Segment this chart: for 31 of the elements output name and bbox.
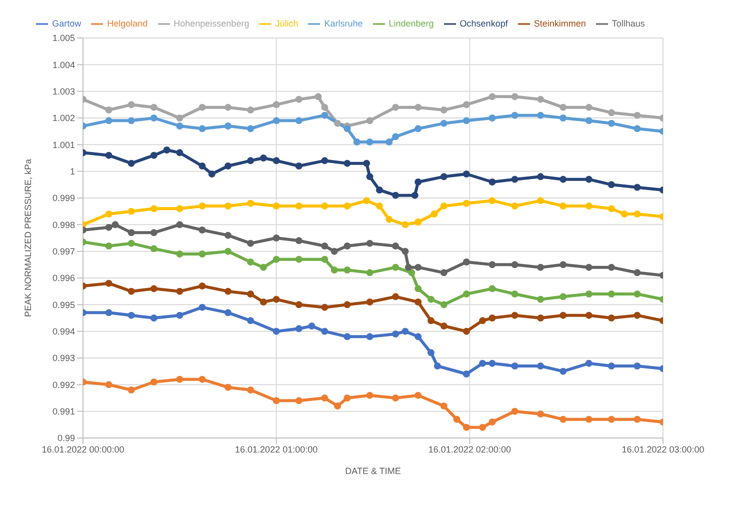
legend-label: Helgoland	[107, 18, 148, 28]
y-tick-label: 0.997	[52, 246, 75, 257]
y-tick-label: 1	[70, 166, 75, 177]
legend-label: Ochsenkopf	[460, 18, 508, 28]
x-tick-label: 16.01.2022 01:00:00	[235, 444, 318, 454]
y-tick-label: 0.99	[57, 433, 75, 444]
y-tick-label: 0.993	[52, 353, 75, 364]
y-axis-title: PEAK NORMALIZED PRESSURE, kPa	[23, 158, 34, 318]
y-tick-label: 0.998	[52, 220, 75, 230]
legend-label: Karlsruhe	[324, 18, 363, 28]
legend-label: Lindenberg	[388, 18, 434, 28]
y-tick-label: 0.991	[52, 406, 75, 417]
legend-label: Gartow	[52, 18, 82, 28]
x-axis-title: DATE & TIME	[345, 466, 401, 476]
x-tick-label: 16.01.2022 02:00:00	[428, 444, 511, 454]
y-tick-label: 1.003	[52, 86, 75, 97]
legend-label: Steinkimmen	[534, 18, 586, 28]
y-tick-label: 1.001	[52, 140, 75, 150]
legend-label: Jülich	[275, 18, 298, 28]
legend-label: Hohenpeissenberg	[174, 18, 250, 28]
y-tick-label: 1.002	[52, 113, 75, 124]
legend-label: Tollhaus	[612, 18, 645, 28]
y-tick-label: 0.994	[52, 326, 75, 337]
y-tick-label: 1.004	[52, 60, 75, 70]
y-tick-label: 0.992	[52, 380, 75, 390]
y-tick-label: 0.995	[52, 300, 75, 310]
y-tick-label: 0.996	[52, 273, 75, 284]
y-tick-label: 0.999	[52, 193, 75, 204]
x-tick-label: 16.01.2022 00:00:00	[42, 444, 124, 454]
x-tick-label: 16.01.2022 03:00:00	[622, 444, 704, 454]
y-tick-label: 1.005	[52, 33, 75, 44]
